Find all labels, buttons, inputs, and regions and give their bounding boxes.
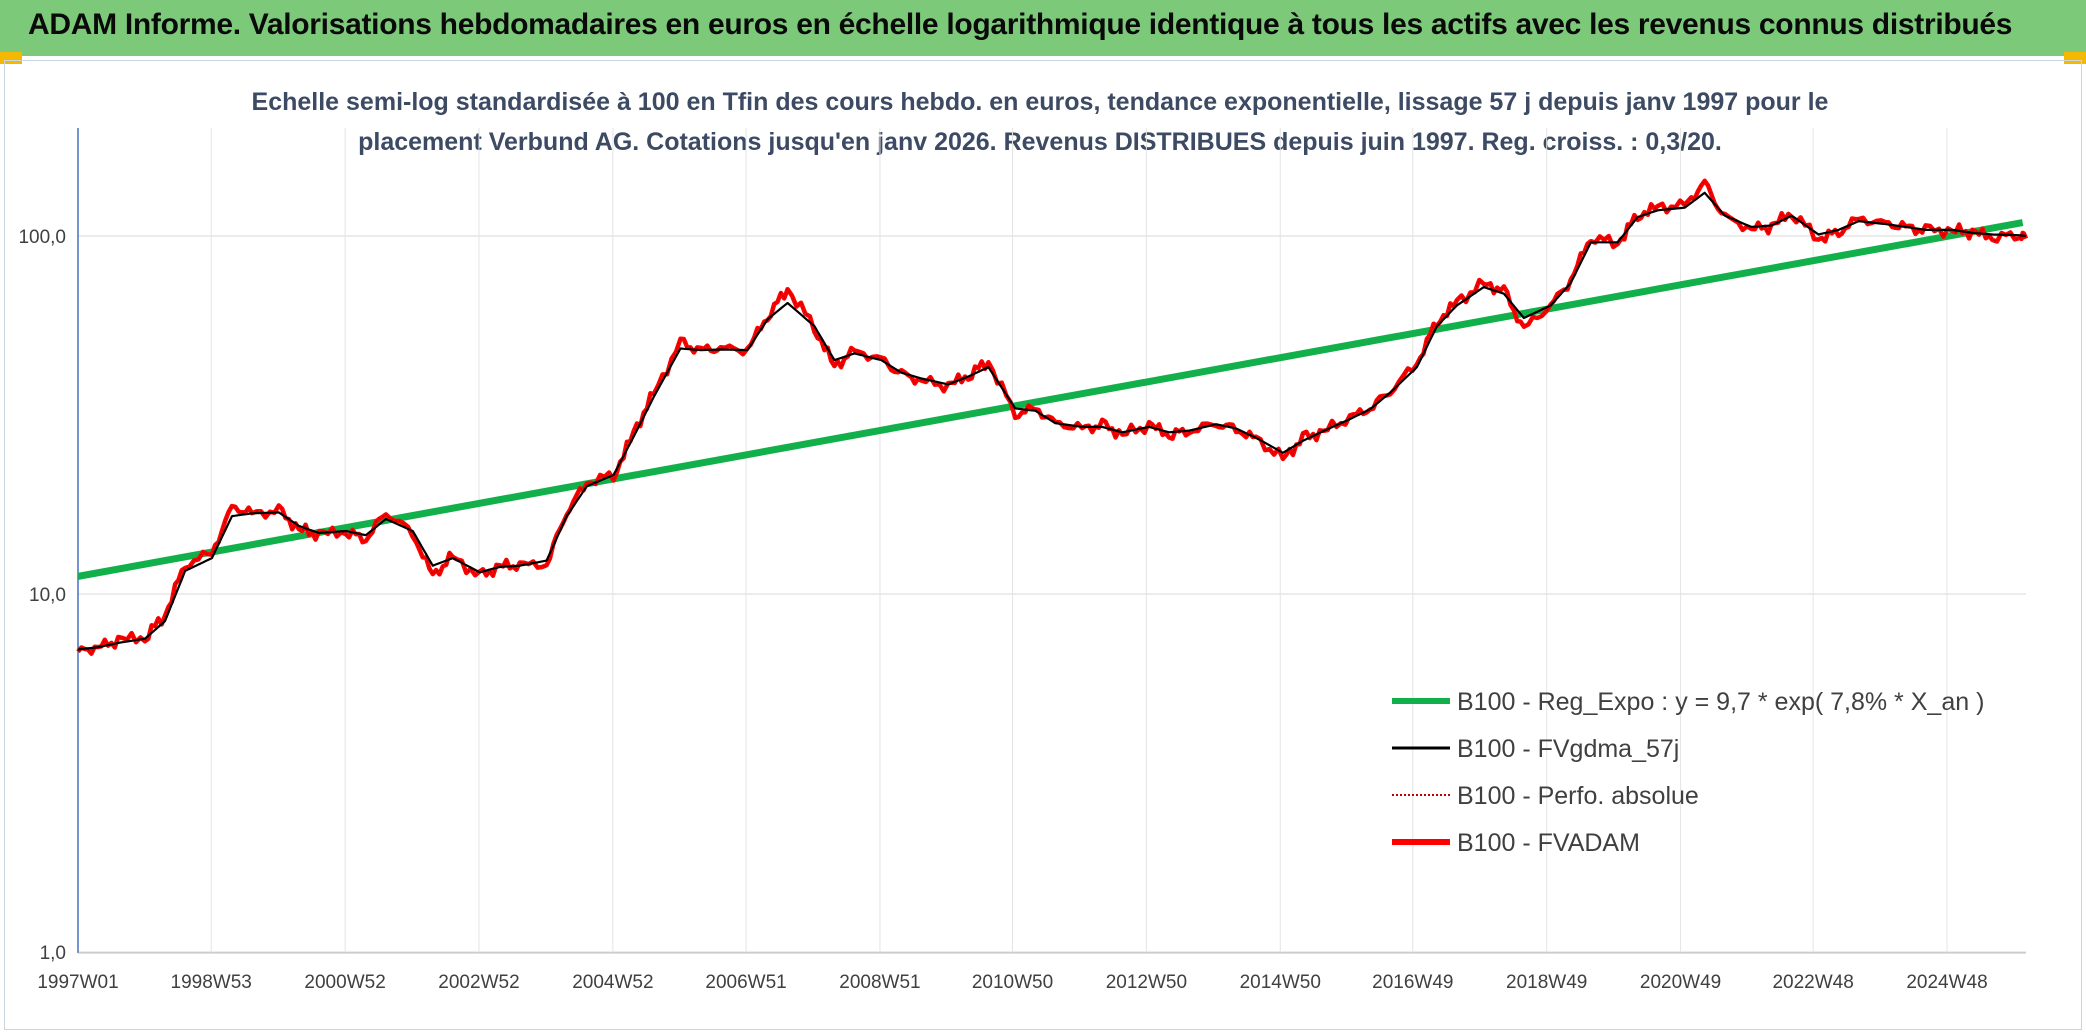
x-tick-label: 2016W49	[1372, 972, 1453, 993]
perf-absolue-line	[77, 179, 2027, 655]
corner-marker-left	[0, 52, 22, 64]
x-tick-label: 2018W49	[1506, 972, 1587, 993]
header-bar: ADAM Informe. Valorisations hebdomadaire…	[0, 0, 2086, 56]
corner-marker-right	[2064, 52, 2086, 64]
legend-label-reg: B100 - Reg_Expo : y = 9,7 * exp( 7,8% * …	[1457, 688, 1984, 716]
y-tick-labels: 1,0 10,0 100,0	[18, 227, 66, 964]
x-tick-label: 2000W52	[304, 972, 385, 993]
chart-title-line2: placement Verbund AG. Cotations jusqu'en…	[358, 128, 1722, 156]
smoothed-line	[77, 191, 2027, 651]
x-tick-label: 2002W52	[438, 972, 519, 993]
y-tick-label: 1,0	[40, 943, 66, 964]
x-tick-label: 1998W53	[171, 972, 252, 993]
x-tick-label: 2012W50	[1106, 972, 1187, 993]
gridlines	[77, 128, 2026, 953]
legend: B100 - Reg_Expo : y = 9,7 * exp( 7,8% * …	[1392, 688, 1984, 857]
x-tick-label: 2014W50	[1240, 972, 1321, 993]
x-tick-label: 2022W48	[1772, 972, 1853, 993]
y-tick-label: 10,0	[29, 585, 66, 606]
x-tick-label: 1997W01	[37, 972, 118, 993]
x-tick-label: 2024W48	[1906, 972, 1987, 993]
legend-label-fvadam: B100 - FVADAM	[1457, 829, 1640, 857]
page-title: ADAM Informe. Valorisations hebdomadaire…	[28, 8, 2013, 41]
x-tick-labels: 1997W01 1998W53 2000W52 2002W52 2004W52 2006W…	[37, 972, 1987, 993]
chart-title-line1: Echelle semi-log standardisée à 100 en T…	[251, 88, 1829, 116]
chart-frame	[4, 60, 2082, 1030]
legend-label-smooth: B100 - FVgdma_57j	[1457, 735, 1679, 763]
x-tick-label: 2006W51	[705, 972, 786, 993]
x-tick-label: 2020W49	[1640, 972, 1721, 993]
x-tick-label: 2004W52	[572, 972, 653, 993]
y-tick-label: 100,0	[18, 227, 66, 248]
x-tick-label: 2008W51	[839, 972, 920, 993]
regression-line	[77, 219, 2024, 580]
legend-label-perf: B100 - Perfo. absolue	[1457, 782, 1699, 810]
x-tick-label: 2010W50	[972, 972, 1053, 993]
series-lines	[76, 178, 2029, 656]
fvadam-line	[76, 178, 2029, 656]
